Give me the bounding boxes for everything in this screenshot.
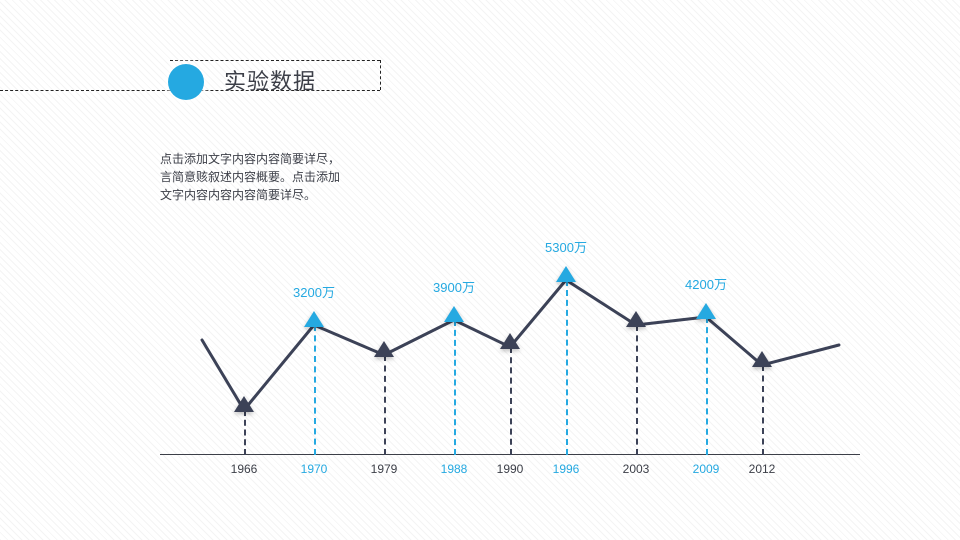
value-label: 3200万 bbox=[293, 282, 335, 301]
x-axis-label: 1966 bbox=[231, 462, 258, 476]
drop-line bbox=[510, 347, 512, 455]
triangle-marker bbox=[444, 306, 464, 322]
drop-line bbox=[636, 325, 638, 455]
page-title: 实验数据 bbox=[224, 64, 316, 96]
drop-line bbox=[706, 317, 708, 455]
drop-line bbox=[762, 365, 764, 455]
header-circle-icon bbox=[168, 64, 204, 100]
triangle-marker bbox=[626, 311, 646, 327]
x-axis-label: 1970 bbox=[301, 462, 328, 476]
triangle-marker bbox=[556, 266, 576, 282]
drop-line bbox=[566, 280, 568, 455]
value-label: 3900万 bbox=[433, 277, 475, 296]
triangle-marker bbox=[696, 303, 716, 319]
x-axis-label: 1990 bbox=[497, 462, 524, 476]
drop-line bbox=[454, 320, 456, 455]
drop-line bbox=[314, 325, 316, 455]
x-axis-label: 1996 bbox=[553, 462, 580, 476]
x-axis-label: 2003 bbox=[623, 462, 650, 476]
triangle-marker bbox=[304, 311, 324, 327]
triangle-marker bbox=[500, 333, 520, 349]
triangle-marker bbox=[234, 396, 254, 412]
value-label: 5300万 bbox=[545, 237, 587, 256]
x-axis-label: 1988 bbox=[441, 462, 468, 476]
triangle-marker bbox=[374, 341, 394, 357]
x-axis-label: 2012 bbox=[749, 462, 776, 476]
value-label: 4200万 bbox=[685, 274, 727, 293]
x-axis-label: 1979 bbox=[371, 462, 398, 476]
triangle-marker bbox=[752, 351, 772, 367]
x-axis-label: 2009 bbox=[693, 462, 720, 476]
timeline-chart: 1966 1970 3200万 1979 1988 3900万 1990 1996 5300万 2… bbox=[160, 230, 860, 480]
header-dash-box-right bbox=[380, 60, 381, 90]
drop-line bbox=[384, 355, 386, 455]
drop-line bbox=[244, 410, 246, 455]
header-dash-left bbox=[0, 90, 170, 91]
description-text: 点击添加文字内容内容简要详尽，言简意赅叙述内容概要。点击添加文字内容内容内容简要… bbox=[160, 150, 340, 204]
